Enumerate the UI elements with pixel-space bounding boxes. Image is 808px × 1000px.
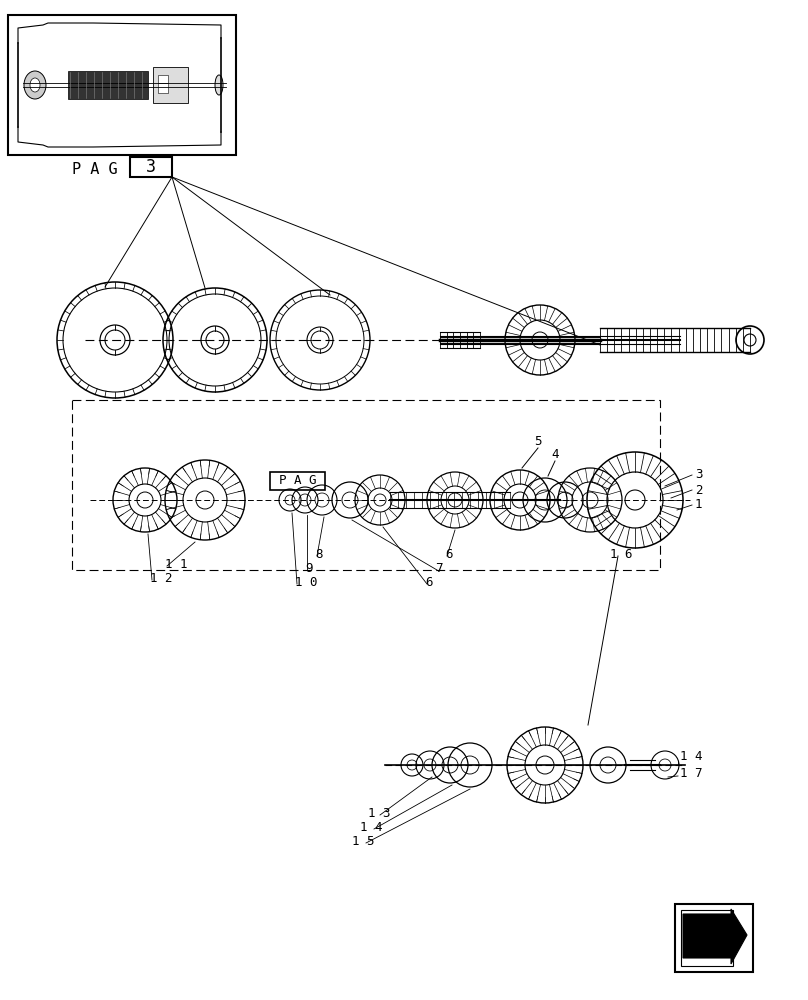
Text: 1 4: 1 4 bbox=[360, 821, 382, 834]
Text: 6: 6 bbox=[445, 548, 452, 561]
Text: 1 4: 1 4 bbox=[680, 750, 702, 763]
Text: 3: 3 bbox=[695, 468, 702, 482]
Text: 1 5: 1 5 bbox=[352, 835, 374, 848]
Bar bbox=[153, 67, 188, 103]
Text: 8: 8 bbox=[315, 548, 322, 561]
Bar bbox=[158, 75, 168, 83]
Ellipse shape bbox=[30, 78, 40, 92]
Text: 1 1: 1 1 bbox=[165, 558, 187, 571]
Text: P A G: P A G bbox=[279, 475, 316, 488]
Text: 9: 9 bbox=[305, 562, 313, 575]
Text: 1 2: 1 2 bbox=[150, 572, 172, 585]
Bar bbox=[68, 71, 148, 99]
Ellipse shape bbox=[24, 71, 46, 99]
Text: 4: 4 bbox=[551, 448, 559, 461]
Text: P A G: P A G bbox=[72, 161, 118, 176]
Text: 7: 7 bbox=[435, 562, 443, 575]
Text: 3: 3 bbox=[146, 158, 156, 176]
Text: 1 7: 1 7 bbox=[680, 767, 702, 780]
Text: 1 6: 1 6 bbox=[610, 548, 633, 561]
Text: 1: 1 bbox=[695, 498, 702, 512]
Text: 1 3: 1 3 bbox=[368, 807, 390, 820]
Bar bbox=[158, 83, 168, 93]
Ellipse shape bbox=[215, 75, 223, 95]
Text: 2: 2 bbox=[695, 484, 702, 496]
Text: 5: 5 bbox=[534, 435, 541, 448]
Bar bbox=[8, 15, 236, 155]
Bar bbox=[270, 472, 325, 490]
Polygon shape bbox=[681, 910, 733, 966]
Bar bbox=[130, 157, 172, 177]
Text: 6: 6 bbox=[425, 576, 432, 589]
Bar bbox=[675, 904, 753, 972]
Polygon shape bbox=[683, 909, 747, 964]
Text: 1 0: 1 0 bbox=[295, 576, 318, 589]
